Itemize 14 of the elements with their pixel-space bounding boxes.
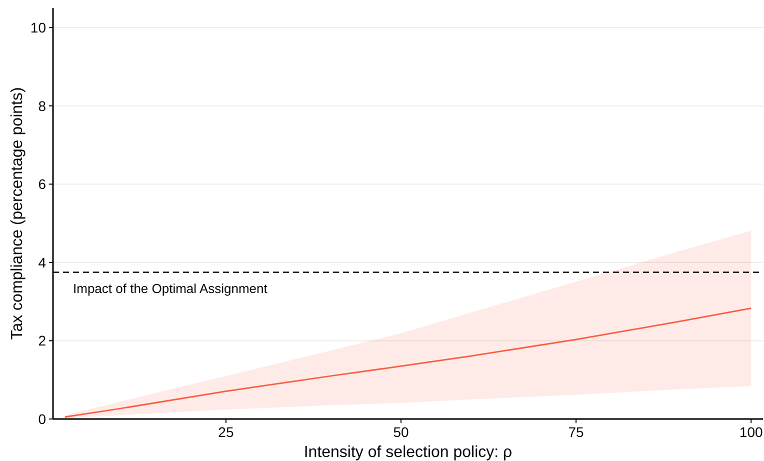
x-tick-label: 25 <box>218 424 234 440</box>
x-tick-label: 50 <box>393 424 409 440</box>
y-tick-label: 2 <box>38 332 46 349</box>
y-tick-label: 8 <box>38 98 46 114</box>
y-tick-label: 6 <box>38 176 46 192</box>
y-axis-title: Tax compliance (percentage points) <box>9 87 26 340</box>
y-tick-label: 0 <box>38 410 46 427</box>
ref-line-label: Impact of the Optimal Assignment <box>73 281 268 296</box>
x-tick-label: 100 <box>739 424 763 440</box>
line-series <box>64 307 752 418</box>
x-tick-label: 75 <box>568 424 584 440</box>
y-tick-label: 10 <box>30 19 46 36</box>
y-tick-label: 4 <box>38 254 46 270</box>
x-axis-title: Intensity of selection policy: ρ <box>304 444 512 461</box>
